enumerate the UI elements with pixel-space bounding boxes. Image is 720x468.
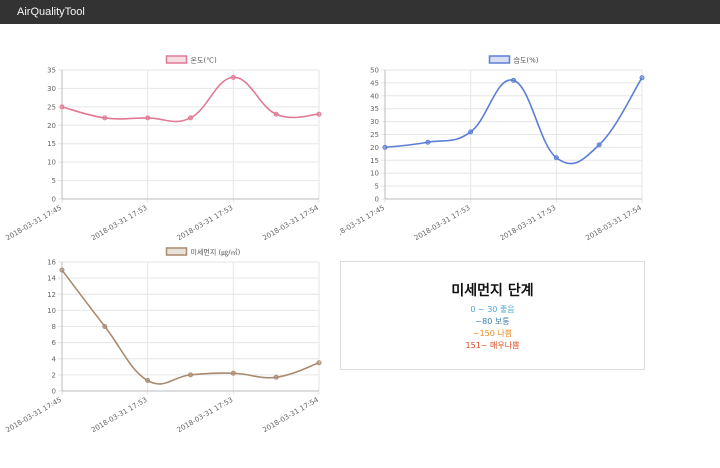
- y-tick-label: 4: [52, 355, 57, 363]
- y-tick-label: 12: [47, 291, 56, 299]
- x-tick-label: 2018-03-31 17:54: [584, 204, 643, 243]
- temperature-chart: 온도(℃) 0 5 10 15 20 25 30 35 2018-03-31 17:45 2018-…: [4, 55, 322, 243]
- y-tick-label: 45: [370, 79, 379, 87]
- x-tick-label: 2018-03-31 17:45: [340, 204, 386, 242]
- data-point[interactable]: [273, 111, 279, 117]
- y-tick-label: 10: [47, 159, 56, 167]
- x-tick-label: 2018-03-31 17:45: [4, 204, 63, 242]
- y-tick-label: 10: [47, 307, 56, 315]
- data-point[interactable]: [145, 378, 151, 384]
- legend[interactable]: 습도(%): [488, 55, 539, 65]
- y-tick-label: 30: [47, 85, 56, 93]
- y-tick-label: 35: [47, 67, 56, 75]
- humidity-chart: 습도(%) 0 5 10 15 20 25 30 35 40 45 50 2018-03-31 17:4…: [340, 55, 645, 243]
- data-point[interactable]: [639, 75, 645, 81]
- dust-level-title: 미세먼지 단계: [451, 283, 534, 299]
- navbar: AirQualityTool: [0, 0, 720, 24]
- y-tick-label: 20: [47, 122, 56, 130]
- legend-label: 습도(%): [514, 56, 539, 65]
- legend[interactable]: 온도(℃): [165, 55, 217, 65]
- y-tick-label: 2: [52, 371, 56, 379]
- legend-label: 미세먼지 (㎍/㎥): [191, 248, 241, 258]
- data-point[interactable]: [230, 74, 236, 80]
- data-point[interactable]: [553, 155, 559, 161]
- level-bad: ~150 나쁨: [472, 329, 513, 338]
- legend-swatch: [165, 55, 188, 64]
- y-tick-label: 16: [47, 259, 56, 267]
- data-point[interactable]: [188, 115, 193, 121]
- y-tick-label: 6: [52, 339, 57, 347]
- data-point[interactable]: [425, 139, 431, 145]
- y-tick-label: 0: [375, 196, 379, 204]
- data-point[interactable]: [316, 360, 322, 366]
- y-tick-label: 5: [375, 183, 379, 191]
- legend-label: 온도(℃): [191, 57, 217, 65]
- y-tick-label: 30: [370, 118, 379, 126]
- dust-chart: 미세먼지 (㎍/㎥) 0 2 4 6 8 10 12 14 16 2018-03-31 17:45 2…: [4, 247, 322, 435]
- y-tick-label: 20: [370, 144, 379, 152]
- y-tick-label: 0: [52, 388, 56, 396]
- x-tick-label: 2018-03-31 17:53: [176, 396, 235, 434]
- data-point[interactable]: [145, 115, 151, 121]
- y-tick-label: 5: [52, 177, 56, 185]
- data-point[interactable]: [102, 324, 108, 329]
- data-point[interactable]: [273, 374, 279, 380]
- level-normal: ~80 보통: [475, 317, 510, 326]
- x-tick-label: 2018-03-31 17:53: [499, 204, 558, 242]
- x-tick-label: 2018-03-31 17:53: [90, 204, 149, 242]
- x-tick-label: 2018-03-31 17:45: [4, 396, 63, 434]
- y-tick-label: 15: [370, 157, 379, 165]
- legend-swatch: [165, 247, 188, 256]
- legend[interactable]: 미세먼지 (㎍/㎥): [165, 247, 241, 258]
- data-point[interactable]: [102, 115, 108, 121]
- dust-level-panel: 미세먼지 단계 0 ~ 30 좋음 ~80 보통 ~150 나쁨 151~ 매우…: [340, 261, 645, 370]
- level-good: 0 ~ 30 좋음: [470, 305, 515, 314]
- y-tick-label: 40: [370, 92, 379, 100]
- data-point[interactable]: [230, 370, 236, 376]
- y-tick-label: 25: [370, 131, 379, 139]
- x-tick-label: 2018-03-31 17:54: [261, 396, 320, 435]
- x-tick-label: 2018-03-31 17:53: [90, 396, 149, 434]
- y-tick-label: 10: [370, 170, 379, 178]
- y-tick-label: 25: [47, 103, 56, 111]
- x-tick-label: 2018-03-31 17:54: [261, 204, 320, 243]
- data-point[interactable]: [596, 142, 602, 148]
- data-point[interactable]: [511, 77, 516, 83]
- data-point[interactable]: [188, 372, 193, 378]
- level-very-bad: 151~ 매우나쁨: [465, 341, 520, 350]
- data-point[interactable]: [59, 104, 65, 110]
- x-tick-label: 2018-03-31 17:53: [176, 204, 235, 242]
- data-point[interactable]: [382, 144, 388, 150]
- data-point[interactable]: [59, 267, 65, 273]
- y-tick-label: 0: [52, 196, 56, 204]
- x-tick-label: 2018-03-31 17:53: [413, 204, 472, 242]
- legend-swatch: [488, 55, 511, 64]
- y-tick-label: 50: [370, 67, 379, 75]
- y-tick-label: 8: [52, 323, 56, 331]
- y-tick-label: 35: [370, 105, 379, 113]
- data-point[interactable]: [316, 111, 322, 117]
- y-tick-label: 14: [47, 275, 56, 283]
- series-line: [61, 76, 320, 123]
- app-title[interactable]: AirQualityTool: [17, 6, 85, 18]
- y-tick-label: 15: [47, 140, 56, 148]
- data-point[interactable]: [468, 129, 474, 135]
- series-line: [384, 77, 643, 165]
